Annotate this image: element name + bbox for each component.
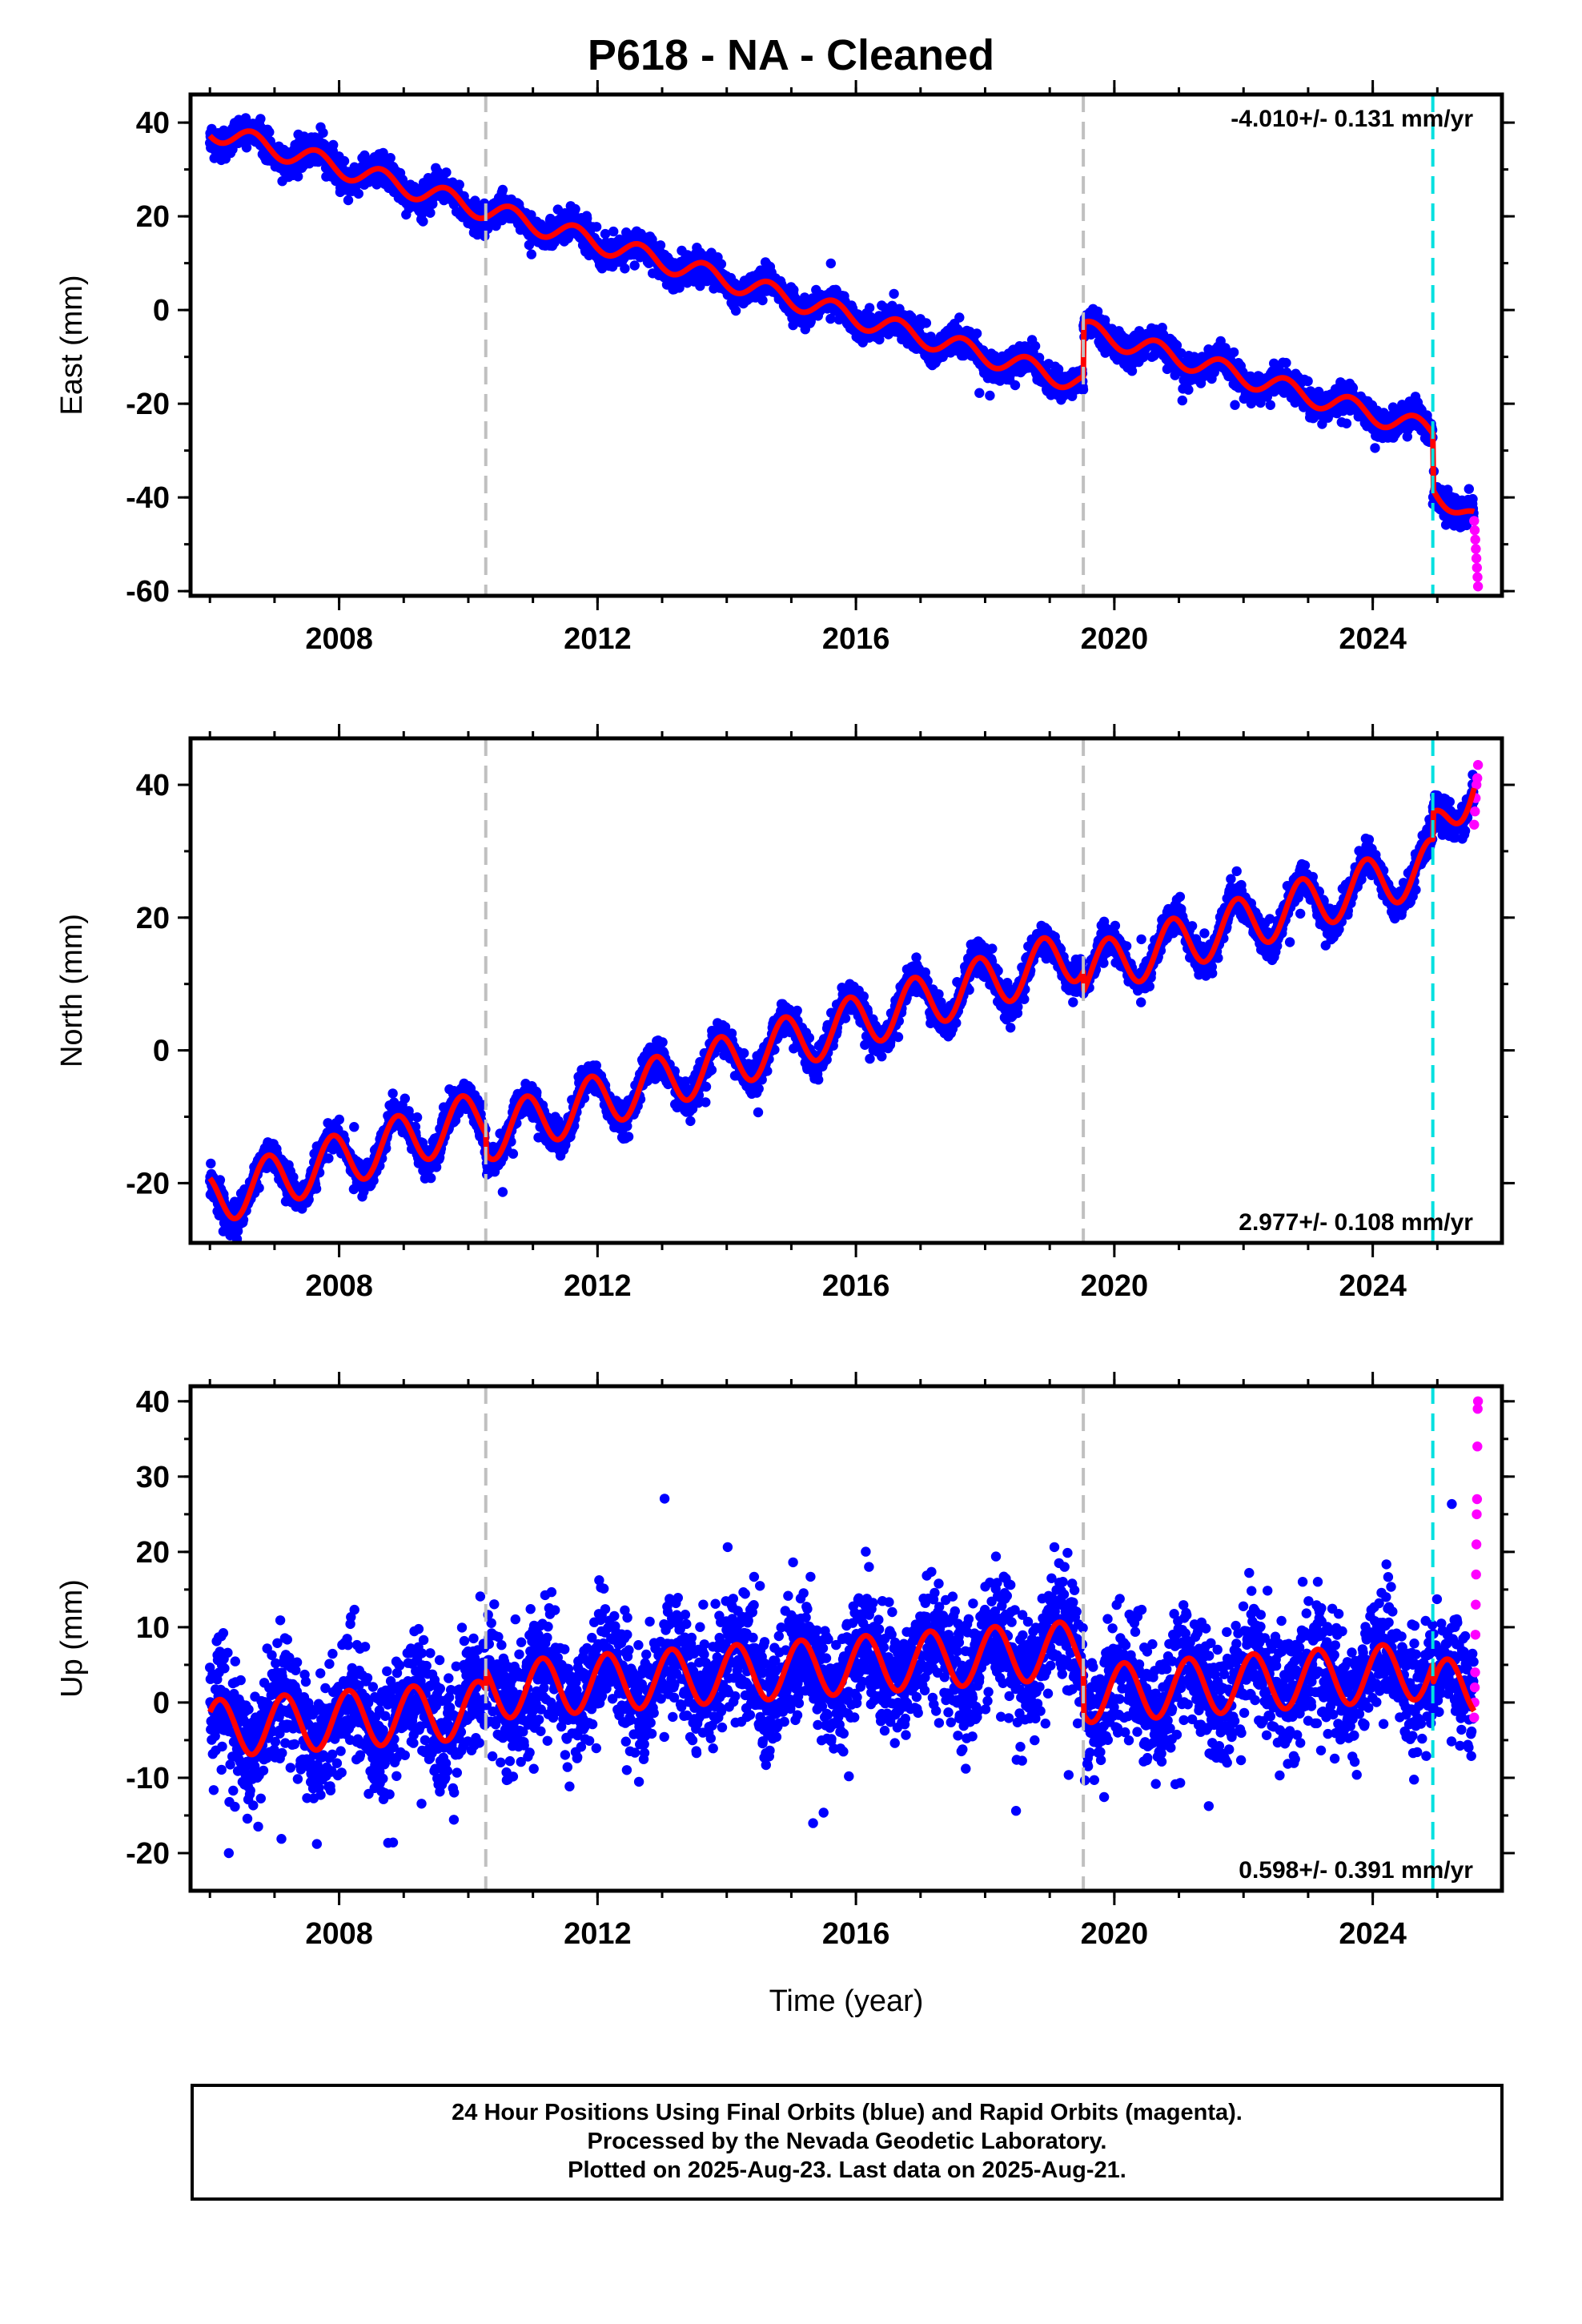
final-orbit-point: [1370, 443, 1380, 453]
final-orbit-point: [387, 1088, 398, 1099]
final-orbit-point: [954, 312, 965, 323]
final-orbit-point: [359, 150, 370, 161]
final-orbit-point: [400, 1093, 410, 1104]
rapid-orbit-point: [1469, 525, 1480, 536]
final-orbit-point: [318, 127, 328, 139]
final-orbit-point: [1230, 400, 1240, 410]
x-tick-label: 2008: [305, 622, 373, 656]
rate-label: -4.010+/- 0.131 mm/yr: [1231, 106, 1473, 132]
data-layer: [205, 760, 1484, 1243]
rapid-orbit-point: [1471, 553, 1482, 564]
final-orbit-point: [497, 184, 508, 195]
final-orbit-point: [349, 1122, 359, 1132]
final-orbit-point: [608, 226, 619, 237]
y-tick-label: 20: [136, 200, 170, 234]
final-orbit-point: [1281, 357, 1291, 368]
final-orbit-point: [730, 305, 741, 316]
final-orbit-point: [1468, 493, 1478, 505]
rapid-orbit-point: [1469, 516, 1480, 526]
final-orbit-point: [889, 288, 899, 300]
final-orbit-point: [716, 259, 727, 269]
rapid-orbit-point: [1472, 572, 1483, 582]
final-orbit-point: [985, 390, 995, 401]
x-tick-label: 2024: [1339, 622, 1407, 656]
final-orbit-point: [385, 153, 396, 163]
final-orbit-point: [1303, 376, 1313, 387]
final-orbit-point: [425, 207, 436, 218]
final-orbit-point: [757, 295, 768, 306]
y-tick-label: 0: [153, 294, 170, 328]
final-orbit-point: [591, 222, 602, 232]
final-orbit-point: [353, 188, 363, 199]
x-tick-label: 2020: [1081, 622, 1149, 656]
final-orbit-point: [864, 303, 875, 313]
east-panel: 2008 2012 2016 2020 2024 40 20 0 -20 -40 -60 East (…: [55, 80, 1515, 656]
x-tick-label: 2016: [822, 622, 890, 656]
final-orbit-point: [412, 1112, 423, 1123]
final-orbit-point: [600, 228, 611, 239]
final-orbit-point: [323, 1153, 334, 1164]
final-orbit-point: [620, 263, 630, 274]
final-orbit-point: [418, 216, 428, 227]
final-orbit-point: [695, 280, 705, 292]
final-orbit-point: [1347, 383, 1359, 393]
final-orbit-point: [1341, 418, 1352, 428]
final-orbit-point: [454, 179, 464, 190]
rapid-orbit-point: [1471, 544, 1481, 554]
final-orbit-point: [1464, 484, 1475, 494]
final-orbit-point: [1010, 380, 1021, 391]
rapid-orbit-point: [1472, 581, 1484, 592]
final-orbit-point: [206, 1158, 216, 1169]
data-layer: [205, 113, 1484, 592]
y-tick-label: -20: [126, 388, 170, 421]
final-orbit-point: [1078, 384, 1089, 395]
final-orbit-point: [974, 388, 985, 398]
time-series-plots: 2008 2012 2016 2020 2024 40 20 0 -20 -40 -60 East (…: [55, 80, 1515, 2018]
final-orbit-point: [526, 249, 536, 259]
final-orbit-point: [1265, 400, 1276, 410]
final-orbit-point: [629, 260, 640, 271]
rapid-orbit-point: [1470, 534, 1480, 545]
final-orbit-point: [1177, 395, 1188, 406]
final-orbit-point: [655, 240, 666, 251]
final-orbit-point: [397, 175, 408, 185]
final-orbit-point: [328, 139, 339, 151]
final-orbit-point: [343, 195, 354, 206]
final-orbit-point: [1228, 347, 1239, 358]
y-tick-label: 40: [136, 107, 170, 140]
final-orbit-point: [215, 1175, 226, 1185]
final-orbit-point: [1030, 340, 1041, 352]
final-orbit-point: [264, 127, 275, 138]
final-orbit-point: [825, 258, 837, 269]
chart-title: P618 - NA - Cleaned: [587, 31, 995, 79]
final-orbit-point: [255, 114, 266, 124]
final-orbit-point: [339, 155, 350, 167]
final-orbit-point: [334, 1114, 344, 1125]
rapid-orbit-point: [1472, 562, 1483, 573]
y-axis-label: East (mm): [55, 275, 89, 415]
x-tick-label: 2012: [564, 622, 632, 656]
y-tick-label: -60: [126, 575, 170, 609]
final-orbit-point: [241, 143, 252, 153]
final-orbit-point: [921, 318, 932, 328]
final-orbit-point: [441, 167, 452, 178]
final-orbit-point: [293, 171, 303, 182]
final-orbit-point: [570, 203, 580, 215]
final-orbit-point: [674, 283, 685, 293]
y-tick-label: -40: [126, 481, 170, 515]
final-orbit-point: [1183, 384, 1194, 395]
final-orbit-point: [971, 328, 982, 339]
